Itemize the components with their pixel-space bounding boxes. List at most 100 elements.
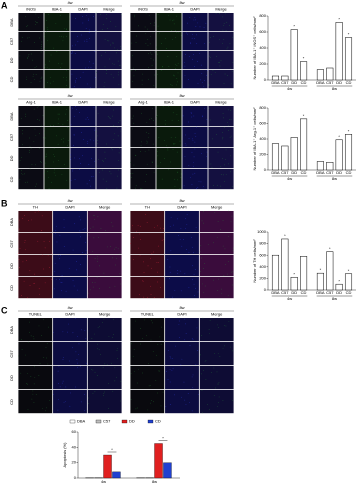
speckle: [66, 144, 68, 146]
speckle: [41, 230, 43, 231]
speckle: [177, 32, 179, 34]
speckle: [224, 181, 225, 182]
speckle: [222, 245, 224, 247]
speckle: [209, 55, 211, 57]
speckle: [29, 331, 30, 333]
speckle: [97, 375, 98, 376]
speckle: [160, 405, 162, 407]
speckle: [232, 62, 234, 64]
speckle: [62, 124, 64, 126]
speckle: [84, 228, 86, 230]
speckle: [89, 139, 91, 141]
speckle: [104, 151, 106, 153]
micrograph: [96, 51, 122, 70]
speckle: [28, 220, 29, 221]
speckle: [76, 77, 77, 79]
micrograph: [182, 51, 208, 70]
x-tick-label: CD: [301, 80, 307, 85]
speckle: [166, 47, 167, 49]
y-tick-label: 40: [72, 444, 77, 449]
speckle: [201, 412, 203, 414]
speckle: [28, 36, 30, 38]
speckle: [65, 401, 66, 403]
speckle: [170, 84, 172, 85]
speckle: [218, 61, 219, 63]
speckle: [169, 381, 171, 383]
speckle: [120, 380, 122, 382]
column-label: Merge: [211, 205, 223, 210]
speckle: [33, 141, 35, 142]
speckle: [146, 296, 148, 298]
speckle: [193, 19, 195, 21]
speckle: [60, 254, 61, 256]
micrograph: [130, 255, 165, 277]
bar: [271, 254, 280, 291]
speckle: [204, 361, 206, 363]
speckle: [230, 119, 232, 121]
speckle: [220, 166, 222, 167]
speckle: [19, 248, 21, 249]
speckle: [142, 73, 143, 75]
speckle: [110, 44, 111, 46]
speckle: [27, 25, 29, 27]
speckle: [63, 141, 65, 143]
x-tick-label: CD: [346, 80, 352, 85]
bar: [344, 37, 353, 81]
speckle: [105, 230, 106, 231]
speckle: [42, 254, 44, 256]
micrograph: [130, 13, 156, 32]
micrograph: [130, 32, 156, 51]
row-label: DBA: [9, 218, 14, 227]
micrograph: [44, 51, 70, 70]
group-label: 8w: [332, 86, 337, 91]
speckle: [136, 382, 138, 384]
speckle: [162, 342, 164, 344]
speckle: [29, 270, 31, 272]
y-tick-label: 0: [74, 475, 77, 480]
speckle: [179, 270, 181, 272]
speckle: [188, 165, 190, 166]
row-label: C57: [9, 350, 14, 358]
speckle: [80, 163, 81, 164]
speckle: [75, 18, 76, 19]
speckle: [76, 269, 77, 271]
speckle: [199, 26, 201, 28]
speckle: [172, 20, 173, 22]
speckle: [78, 216, 80, 218]
speckle: [53, 125, 54, 126]
speckle: [53, 155, 55, 157]
y-tick-label: 0: [264, 77, 267, 82]
speckle: [214, 212, 216, 213]
speckle: [20, 372, 22, 374]
row-label: CD: [9, 177, 14, 183]
speckle: [180, 364, 182, 366]
speckle: [117, 135, 119, 137]
speckle: [131, 117, 133, 119]
speckle: [130, 173, 132, 174]
speckle: [72, 107, 73, 109]
speckle: [228, 130, 230, 131]
speckle: [46, 357, 47, 359]
speckle: [24, 249, 26, 251]
speckle: [217, 289, 218, 291]
micrograph: [130, 342, 165, 366]
speckle: [27, 56, 28, 58]
speckle: [148, 133, 150, 134]
speckle: [112, 138, 114, 140]
speckle: [97, 260, 99, 262]
panel-letter: A: [1, 0, 8, 10]
speckle: [72, 249, 74, 251]
speckle: [157, 392, 159, 394]
speckle: [61, 275, 63, 276]
speckle: [41, 215, 43, 217]
speckle: [142, 372, 143, 374]
speckle: [66, 109, 68, 110]
speckle: [107, 40, 108, 42]
y-tick-label: 60: [72, 429, 77, 434]
speckle: [97, 348, 98, 350]
column-label: TH: [145, 205, 150, 210]
x-tick-label: C57: [326, 170, 334, 175]
speckle: [67, 139, 69, 141]
speckle: [227, 109, 229, 111]
speckle: [116, 187, 118, 189]
